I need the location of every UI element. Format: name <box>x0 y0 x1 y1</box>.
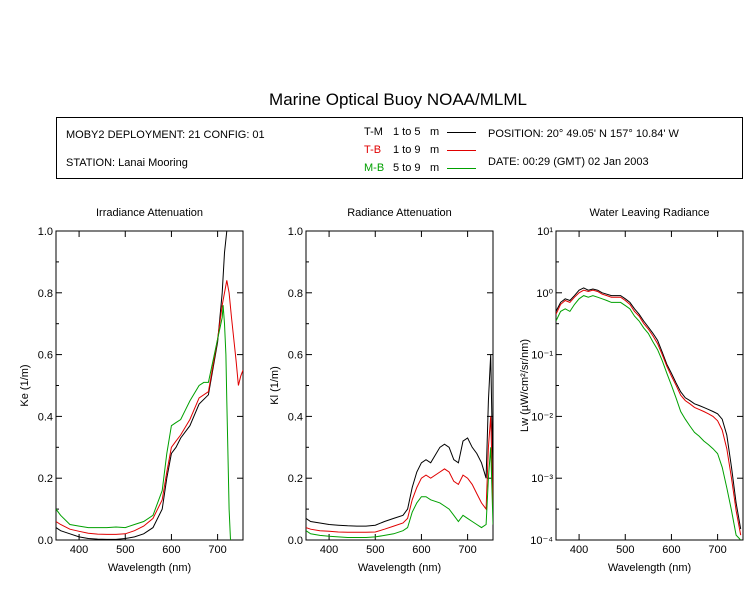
key-unit-tb: m <box>430 144 440 156</box>
panel-2-ytick-label: 0.2 <box>288 473 303 485</box>
panel-3-series-t-m <box>556 287 742 530</box>
key-line-tb <box>447 150 476 151</box>
panel-3-xtick-label: 600 <box>662 544 680 556</box>
panel-3-ylabel: Lw (µW/cm²/sr/nm) <box>519 339 531 432</box>
panel-2-xtick-label: 500 <box>366 544 384 556</box>
key-line-tm <box>447 132 476 133</box>
panel-2-ylabel: Kl (1/m) <box>269 366 281 405</box>
panel-2-ytick-label: 0.4 <box>288 411 303 423</box>
key-range-tb: 1 to 9 <box>393 144 421 156</box>
key-range-tm: 1 to 5 <box>393 126 421 138</box>
panel-2-title: Radiance Attenuation <box>347 207 452 219</box>
panel-3-ytick-label: 10⁻³ <box>531 473 553 485</box>
panel-1-series-t-m <box>56 231 228 540</box>
panel-3-ytick-label: 10⁻⁴ <box>530 535 553 547</box>
panel-3-ytick-label: 10¹ <box>537 226 553 238</box>
panel-3-xtick-label: 400 <box>570 544 588 556</box>
panel-1-series-m-b <box>56 305 231 540</box>
panel-2-ytick-label: 0.0 <box>288 535 303 547</box>
panel-1-series-t-b <box>56 280 243 535</box>
panel-2-ytick-label: 0.8 <box>288 288 303 300</box>
panel-1-ytick-label: 0.2 <box>38 473 53 485</box>
panel-2-xtick-label: 400 <box>320 544 338 556</box>
panel-3-series-t-b <box>556 289 742 536</box>
panel-2-series-m-b <box>306 447 493 538</box>
panel-2-ytick-label: 1.0 <box>288 226 303 238</box>
panel-3-xtick-label: 500 <box>616 544 634 556</box>
panel-2-ytick-label: 0.6 <box>288 350 303 362</box>
date-label: DATE: 00:29 (GMT) 02 Jan 2003 <box>488 156 649 168</box>
panel-2-frame <box>305 230 494 541</box>
panel-3-ytick-label: 10⁻² <box>531 411 553 423</box>
panel-2-xtick-label: 700 <box>458 544 476 556</box>
panel-1-title: Irradiance Attenuation <box>96 207 203 219</box>
panel-3-ytick-label: 10⁻¹ <box>531 350 553 362</box>
deployment-label: MOBY2 DEPLOYMENT: 21 CONFIG: 01 <box>66 129 265 141</box>
panel-2-series-t-m <box>306 354 493 527</box>
panel-1-xtick-label: 700 <box>208 544 226 556</box>
key-line-mb <box>447 168 476 169</box>
panel-1-xtick-label: 400 <box>70 544 88 556</box>
key-code-tm: T-M <box>364 126 383 138</box>
panel-1-ylabel: Ke (1/m) <box>19 364 31 406</box>
key-code-tb: T-B <box>364 144 382 156</box>
key-code-mb: M-B <box>364 162 385 174</box>
panel-1-ytick-label: 0.4 <box>38 411 53 423</box>
panel-1-xlabel: Wavelength (nm) <box>108 562 191 574</box>
panel-3-title: Water Leaving Radiance <box>589 207 709 219</box>
deployment-info-box: MOBY2 DEPLOYMENT: 21 CONFIG: 01 STATION:… <box>56 117 743 179</box>
chart-main-title: Marine Optical Buoy NOAA/MLML <box>269 90 527 109</box>
panel-2-xlabel: Wavelength (nm) <box>358 562 441 574</box>
panel-3-xtick-label: 700 <box>708 544 726 556</box>
panel-3-series-m-b <box>556 295 742 540</box>
position-label: POSITION: 20° 49.05' N 157° 10.84' W <box>488 128 679 140</box>
panel-1-ytick-label: 0.0 <box>38 535 53 547</box>
panel-2-series-t-b <box>306 416 493 533</box>
key-range-mb: 5 to 9 <box>393 162 421 174</box>
panel-1-ytick-label: 0.8 <box>38 288 53 300</box>
panel-1-frame <box>55 230 244 541</box>
key-unit-mb: m <box>430 162 440 174</box>
panel-3-ytick-label: 10⁰ <box>536 288 553 300</box>
station-label: STATION: Lanai Mooring <box>66 157 188 169</box>
panel-1-xtick-label: 600 <box>162 544 180 556</box>
key-unit-tm: m <box>430 126 440 138</box>
panel-2-xtick-label: 600 <box>412 544 430 556</box>
panel-1-ytick-label: 1.0 <box>38 226 53 238</box>
panel-1-ytick-label: 0.6 <box>38 350 53 362</box>
panel-3-xlabel: Wavelength (nm) <box>608 562 691 574</box>
panel-1-xtick-label: 500 <box>116 544 134 556</box>
panel-3-frame <box>555 230 744 541</box>
